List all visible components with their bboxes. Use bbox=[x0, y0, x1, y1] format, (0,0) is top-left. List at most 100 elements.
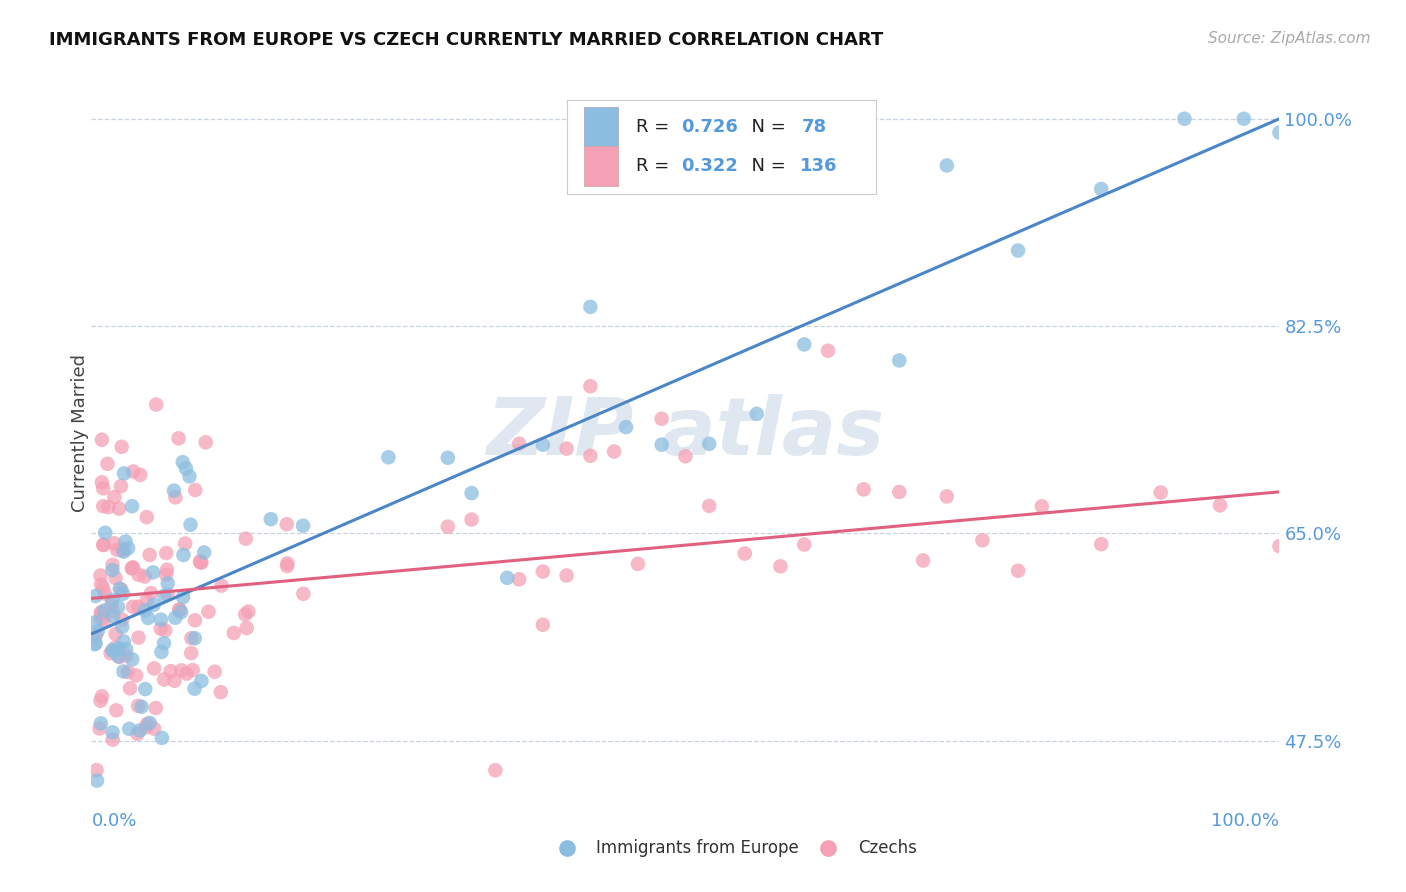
Text: N =: N = bbox=[740, 119, 792, 136]
Point bbox=[84, 636, 107, 650]
Point bbox=[436, 519, 458, 533]
Point bbox=[86, 624, 108, 639]
Point bbox=[103, 490, 125, 504]
Point bbox=[935, 490, 957, 504]
Point bbox=[188, 554, 211, 568]
Point bbox=[145, 398, 167, 412]
Text: R =: R = bbox=[636, 119, 675, 136]
Point bbox=[100, 646, 122, 660]
Point bbox=[180, 631, 202, 645]
Point bbox=[103, 644, 125, 658]
Point bbox=[111, 541, 134, 556]
Point bbox=[276, 517, 298, 532]
Y-axis label: Currently Married: Currently Married bbox=[72, 353, 89, 512]
Point bbox=[135, 720, 157, 734]
Point bbox=[233, 607, 256, 622]
Point bbox=[460, 513, 482, 527]
Point bbox=[179, 517, 201, 532]
Point bbox=[260, 512, 283, 526]
Point bbox=[579, 300, 602, 314]
Point bbox=[100, 598, 122, 612]
Point bbox=[121, 561, 143, 575]
Point bbox=[125, 668, 148, 682]
Point bbox=[292, 518, 315, 533]
Point bbox=[197, 605, 219, 619]
Point bbox=[235, 532, 257, 546]
Point bbox=[174, 461, 197, 475]
Point bbox=[627, 557, 650, 571]
Point bbox=[238, 605, 260, 619]
Point bbox=[276, 557, 298, 571]
Point bbox=[184, 613, 207, 627]
Point bbox=[734, 547, 756, 561]
Point bbox=[112, 665, 135, 679]
Point bbox=[122, 560, 145, 574]
Point bbox=[89, 568, 111, 582]
Point bbox=[165, 611, 187, 625]
Point bbox=[159, 664, 181, 678]
Point bbox=[209, 685, 232, 699]
Text: 100.0%: 100.0% bbox=[1212, 812, 1279, 830]
Point bbox=[1268, 539, 1291, 553]
Point bbox=[496, 571, 519, 585]
Text: ZIP atlas: ZIP atlas bbox=[486, 393, 884, 472]
Point bbox=[193, 545, 215, 559]
Point bbox=[889, 485, 911, 500]
Point bbox=[651, 411, 673, 425]
Point bbox=[128, 631, 150, 645]
Point bbox=[108, 650, 131, 665]
Point bbox=[292, 587, 315, 601]
Point bbox=[101, 604, 124, 618]
Point bbox=[91, 690, 114, 704]
Text: Source: ZipAtlas.com: Source: ZipAtlas.com bbox=[1208, 31, 1371, 46]
Point bbox=[136, 611, 159, 625]
Point bbox=[112, 543, 135, 558]
Point bbox=[112, 544, 135, 558]
Point bbox=[101, 563, 124, 577]
Point bbox=[204, 665, 226, 679]
Point bbox=[235, 621, 257, 635]
Point bbox=[793, 337, 815, 351]
Point bbox=[172, 455, 194, 469]
Point bbox=[508, 436, 530, 450]
Point bbox=[555, 568, 578, 582]
Text: Immigrants from Europe: Immigrants from Europe bbox=[596, 839, 799, 857]
Point bbox=[190, 556, 212, 570]
Point bbox=[745, 407, 768, 421]
Point bbox=[1173, 112, 1195, 126]
Point bbox=[118, 681, 141, 696]
Point bbox=[167, 603, 190, 617]
Point bbox=[91, 481, 114, 495]
Text: 0.0%: 0.0% bbox=[91, 812, 136, 830]
Point bbox=[150, 731, 173, 745]
Text: N =: N = bbox=[740, 157, 792, 175]
Point bbox=[104, 571, 127, 585]
Point bbox=[101, 593, 124, 607]
Point bbox=[184, 631, 207, 645]
Point bbox=[135, 593, 157, 607]
Point bbox=[107, 599, 129, 614]
Point bbox=[181, 663, 204, 677]
Point bbox=[117, 665, 139, 679]
Point bbox=[90, 611, 112, 625]
Point bbox=[118, 722, 141, 736]
Point bbox=[84, 615, 107, 629]
Point bbox=[103, 536, 125, 550]
Point bbox=[117, 541, 139, 556]
Point bbox=[174, 536, 197, 550]
Point bbox=[769, 559, 792, 574]
Point bbox=[817, 343, 839, 358]
Point bbox=[793, 537, 815, 551]
Text: R =: R = bbox=[636, 157, 675, 175]
Point bbox=[84, 589, 107, 603]
Point bbox=[90, 694, 112, 708]
Point bbox=[128, 567, 150, 582]
Point bbox=[172, 548, 194, 562]
Point bbox=[852, 483, 875, 497]
Point bbox=[1149, 485, 1171, 500]
Point bbox=[136, 716, 159, 731]
Point bbox=[115, 648, 138, 663]
Point bbox=[183, 681, 205, 696]
Point bbox=[111, 440, 134, 454]
Point bbox=[163, 673, 186, 688]
